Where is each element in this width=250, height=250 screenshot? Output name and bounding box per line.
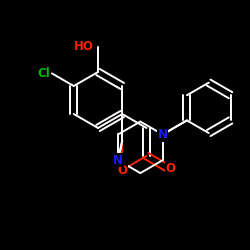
Text: O: O (166, 162, 176, 174)
Text: N: N (113, 154, 123, 167)
Text: HO: HO (74, 40, 94, 53)
Text: N: N (158, 128, 168, 141)
Text: N: N (113, 154, 123, 167)
Text: O: O (117, 164, 127, 176)
Text: Cl: Cl (37, 67, 50, 80)
